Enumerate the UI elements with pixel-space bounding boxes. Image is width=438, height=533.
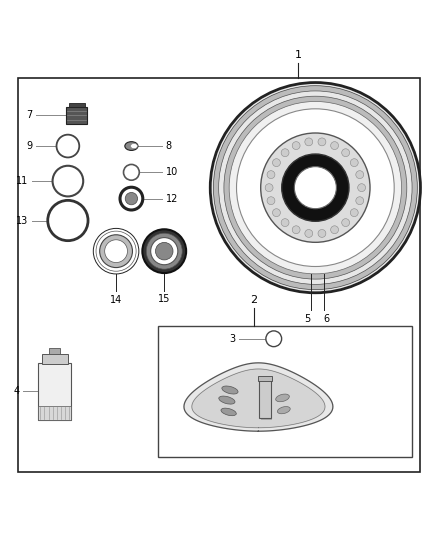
Circle shape (120, 187, 143, 210)
Circle shape (265, 184, 273, 191)
Circle shape (213, 86, 417, 289)
Circle shape (151, 238, 178, 265)
Text: 2: 2 (251, 295, 258, 304)
Text: 8: 8 (166, 141, 172, 151)
Circle shape (219, 91, 412, 285)
Ellipse shape (222, 386, 238, 394)
Text: 14: 14 (110, 295, 122, 305)
Bar (158, 326, 412, 457)
Circle shape (229, 101, 402, 274)
Circle shape (210, 83, 420, 293)
Polygon shape (192, 369, 325, 428)
Circle shape (342, 149, 350, 157)
Circle shape (96, 231, 136, 271)
Circle shape (224, 96, 407, 279)
Circle shape (358, 184, 366, 191)
Circle shape (350, 209, 358, 216)
Circle shape (305, 230, 313, 237)
Text: 1: 1 (294, 50, 301, 60)
Circle shape (267, 171, 275, 179)
Bar (261, 381, 272, 420)
Circle shape (356, 197, 364, 205)
Circle shape (282, 154, 349, 221)
Circle shape (331, 226, 339, 233)
Circle shape (272, 209, 280, 216)
Bar (66, 107, 87, 124)
Text: 5: 5 (304, 314, 311, 324)
Circle shape (294, 167, 336, 209)
Circle shape (142, 229, 186, 273)
Circle shape (292, 142, 300, 150)
Text: 7: 7 (27, 110, 33, 120)
Circle shape (155, 243, 173, 260)
Ellipse shape (221, 408, 236, 416)
Circle shape (305, 138, 313, 146)
Bar (49, 348, 60, 354)
Bar (38, 363, 71, 420)
Circle shape (331, 142, 339, 150)
Circle shape (272, 159, 280, 167)
Circle shape (261, 133, 370, 243)
Bar (258, 376, 272, 381)
Circle shape (281, 219, 289, 227)
Ellipse shape (125, 142, 138, 150)
Text: 13: 13 (16, 215, 28, 225)
Text: 10: 10 (166, 167, 178, 177)
Ellipse shape (276, 394, 290, 402)
Circle shape (267, 197, 275, 205)
Text: 12: 12 (166, 193, 178, 204)
Bar (38, 406, 71, 420)
Text: 6: 6 (323, 314, 329, 324)
Text: 9: 9 (27, 141, 33, 151)
Circle shape (100, 235, 132, 268)
Circle shape (318, 138, 326, 146)
Text: 4: 4 (14, 386, 20, 397)
Text: 11: 11 (16, 176, 28, 186)
Circle shape (93, 229, 139, 274)
Circle shape (356, 171, 364, 179)
Text: 3: 3 (229, 334, 235, 344)
Bar (259, 378, 271, 418)
Ellipse shape (277, 407, 290, 414)
Bar (42, 354, 67, 364)
Circle shape (125, 192, 138, 205)
Circle shape (237, 109, 394, 266)
Circle shape (318, 230, 326, 237)
Ellipse shape (131, 143, 138, 149)
Ellipse shape (219, 396, 235, 404)
Circle shape (105, 240, 127, 263)
Circle shape (146, 233, 182, 269)
Text: 15: 15 (158, 294, 170, 304)
Circle shape (350, 159, 358, 167)
Circle shape (342, 219, 350, 227)
Bar (69, 103, 85, 107)
Circle shape (281, 149, 289, 157)
Polygon shape (184, 363, 333, 431)
Circle shape (292, 226, 300, 233)
